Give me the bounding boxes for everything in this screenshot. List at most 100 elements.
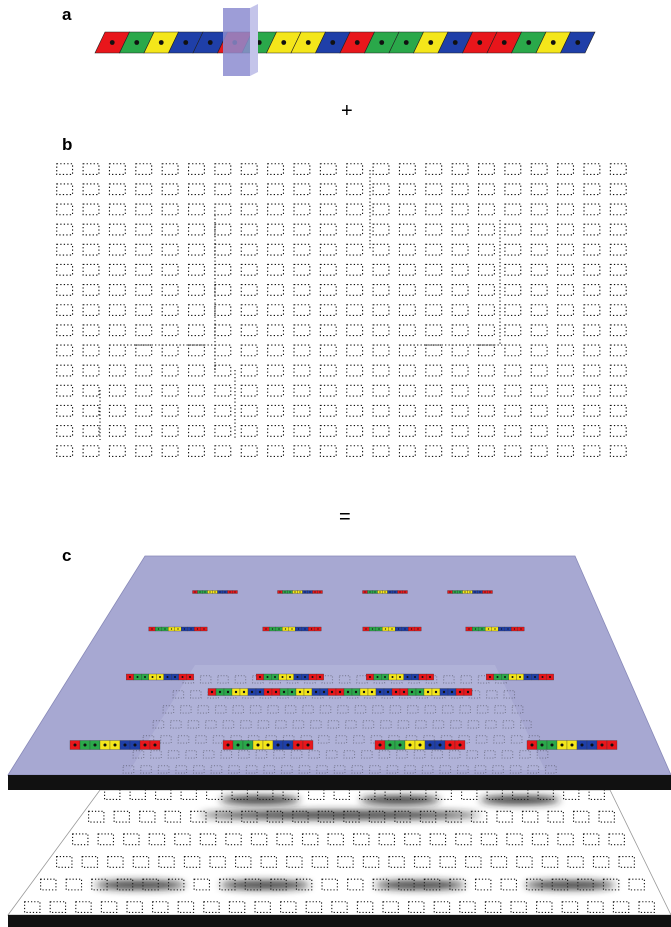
dot-square — [241, 446, 257, 457]
dot-square — [83, 305, 99, 316]
dot-square — [584, 264, 600, 275]
strip-dot — [371, 691, 373, 693]
panel-a — [95, 4, 595, 76]
strip-dot — [294, 591, 295, 592]
dot-square — [479, 244, 495, 255]
strip-dot — [291, 628, 292, 629]
strip-dot — [406, 676, 408, 678]
dot-square — [399, 345, 415, 356]
strip-dot — [489, 591, 490, 592]
dot-square — [426, 184, 442, 195]
dot-square — [347, 244, 363, 255]
strip-dot — [177, 628, 178, 629]
strip-dot — [387, 691, 389, 693]
dot-square — [452, 345, 468, 356]
strip-dot — [214, 591, 215, 592]
strip-dot — [151, 628, 152, 629]
dot-square — [215, 385, 231, 396]
dot-square — [136, 184, 152, 195]
lower-plate — [8, 790, 671, 915]
dot-square — [558, 385, 574, 396]
strip-dot — [385, 628, 386, 629]
dot-square — [241, 426, 257, 437]
dot-square — [215, 365, 231, 376]
dot-square — [320, 184, 336, 195]
strip-dot — [159, 676, 161, 678]
dot-square — [399, 305, 415, 316]
dot-square — [268, 285, 284, 296]
operator: + — [341, 100, 353, 122]
dot-square — [558, 305, 574, 316]
dot-square — [452, 405, 468, 416]
dot-square — [268, 184, 284, 195]
dot-square — [479, 385, 495, 396]
dot-square — [215, 244, 231, 255]
dot-square — [268, 405, 284, 416]
dot-square — [57, 426, 73, 437]
dot-square — [531, 365, 547, 376]
strip-dot — [496, 676, 498, 678]
strip-dot — [306, 40, 311, 45]
strip-dot — [267, 691, 269, 693]
dot-square — [57, 446, 73, 457]
strip-dot — [376, 676, 378, 678]
strip-dot — [372, 628, 373, 629]
strip-dot — [298, 628, 299, 629]
dot-square — [452, 224, 468, 235]
strip-dot — [404, 40, 409, 45]
strip-dot — [526, 40, 531, 45]
dot-square — [610, 164, 626, 175]
strip-dot — [549, 676, 551, 678]
dot-square — [399, 244, 415, 255]
dot-square — [162, 224, 178, 235]
strip-dot — [304, 676, 306, 678]
dot-square — [215, 426, 231, 437]
strip-dot — [580, 743, 583, 746]
dot-square — [531, 446, 547, 457]
strip-dot — [234, 591, 235, 592]
dot-square — [83, 385, 99, 396]
strip-dot — [514, 628, 515, 629]
dot-square — [531, 184, 547, 195]
dot-square — [399, 285, 415, 296]
dot-square — [241, 184, 257, 195]
dot-square — [294, 224, 310, 235]
strip-dot — [484, 591, 485, 592]
strip-dot — [428, 40, 433, 45]
strip-dot — [408, 743, 411, 746]
dot-square — [268, 244, 284, 255]
strip-dot — [113, 743, 116, 746]
dot-square — [479, 264, 495, 275]
dot-square — [479, 325, 495, 336]
dot-square — [399, 325, 415, 336]
strip-dot — [311, 676, 313, 678]
strip-dot — [281, 676, 283, 678]
dot-square — [215, 446, 231, 457]
dot-square — [83, 426, 99, 437]
dot-square — [399, 204, 415, 215]
dot-square — [610, 345, 626, 356]
dot-square — [505, 405, 521, 416]
dot-square — [162, 244, 178, 255]
dot-square — [320, 446, 336, 457]
dot-square — [558, 446, 574, 457]
dot-square — [531, 325, 547, 336]
dot-square — [610, 446, 626, 457]
dot-square — [373, 184, 389, 195]
dot-square — [320, 325, 336, 336]
strip-dot — [404, 628, 405, 629]
dot-square — [294, 446, 310, 457]
dot-square — [320, 224, 336, 235]
dot-square — [426, 244, 442, 255]
dot-square — [426, 224, 442, 235]
strip-dot — [575, 40, 580, 45]
strip-dot — [395, 691, 397, 693]
dot-square — [83, 164, 99, 175]
dot-square — [320, 305, 336, 316]
strip-dot — [227, 691, 229, 693]
strip-dot — [204, 591, 205, 592]
strip-dot — [404, 591, 405, 592]
dot-square — [320, 365, 336, 376]
strip-dot — [534, 676, 536, 678]
dot-square — [584, 164, 600, 175]
